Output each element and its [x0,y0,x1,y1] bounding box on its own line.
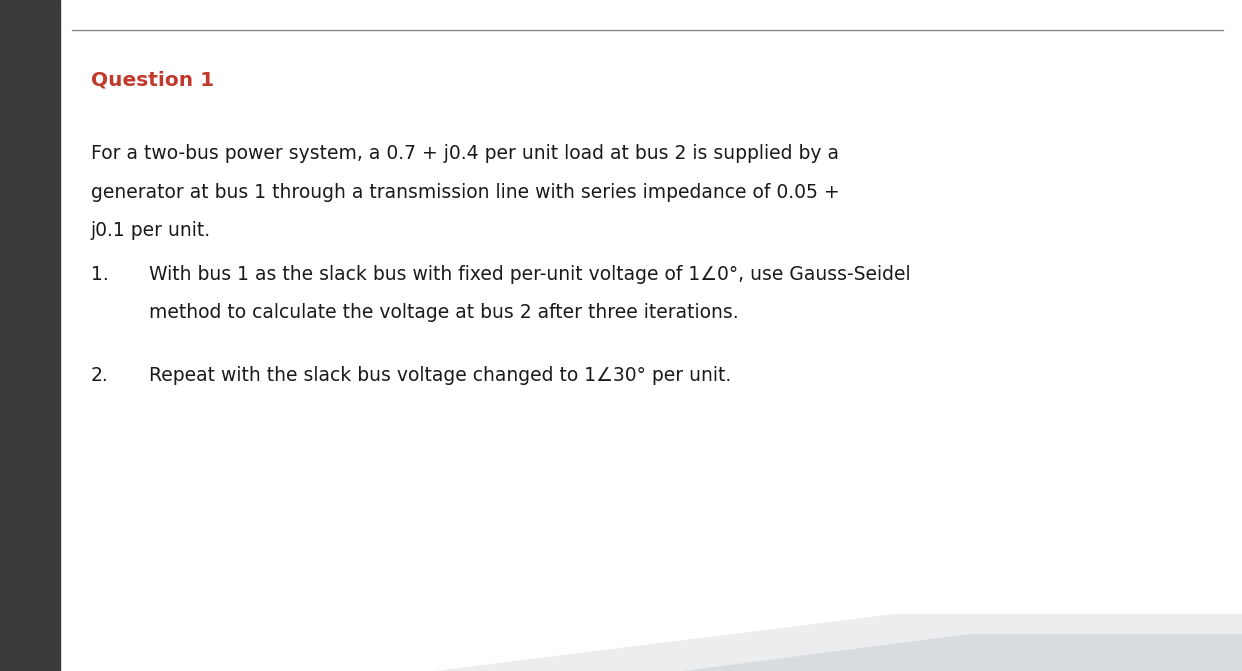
Polygon shape [683,634,1242,671]
Text: method to calculate the voltage at bus 2 after three iterations.: method to calculate the voltage at bus 2… [149,303,739,322]
Text: j0.1 per unit.: j0.1 per unit. [91,221,211,240]
Text: 2.: 2. [91,366,108,384]
Text: Question 1: Question 1 [91,70,214,89]
Text: 1.: 1. [91,265,108,284]
Text: generator at bus 1 through a transmission line with series impedance of 0.05 +: generator at bus 1 through a transmissio… [91,183,840,201]
Bar [0,0,60,671]
Text: With bus 1 as the slack bus with fixed per-unit voltage of 1∠0°, use Gauss-Seide: With bus 1 as the slack bus with fixed p… [149,265,910,284]
Text: Repeat with the slack bus voltage changed to 1∠30° per unit.: Repeat with the slack bus voltage change… [149,366,732,384]
Polygon shape [435,614,1242,671]
Text: For a two-bus power system, a 0.7 + j0.4 per unit load at bus 2 is supplied by a: For a two-bus power system, a 0.7 + j0.4… [91,144,838,163]
